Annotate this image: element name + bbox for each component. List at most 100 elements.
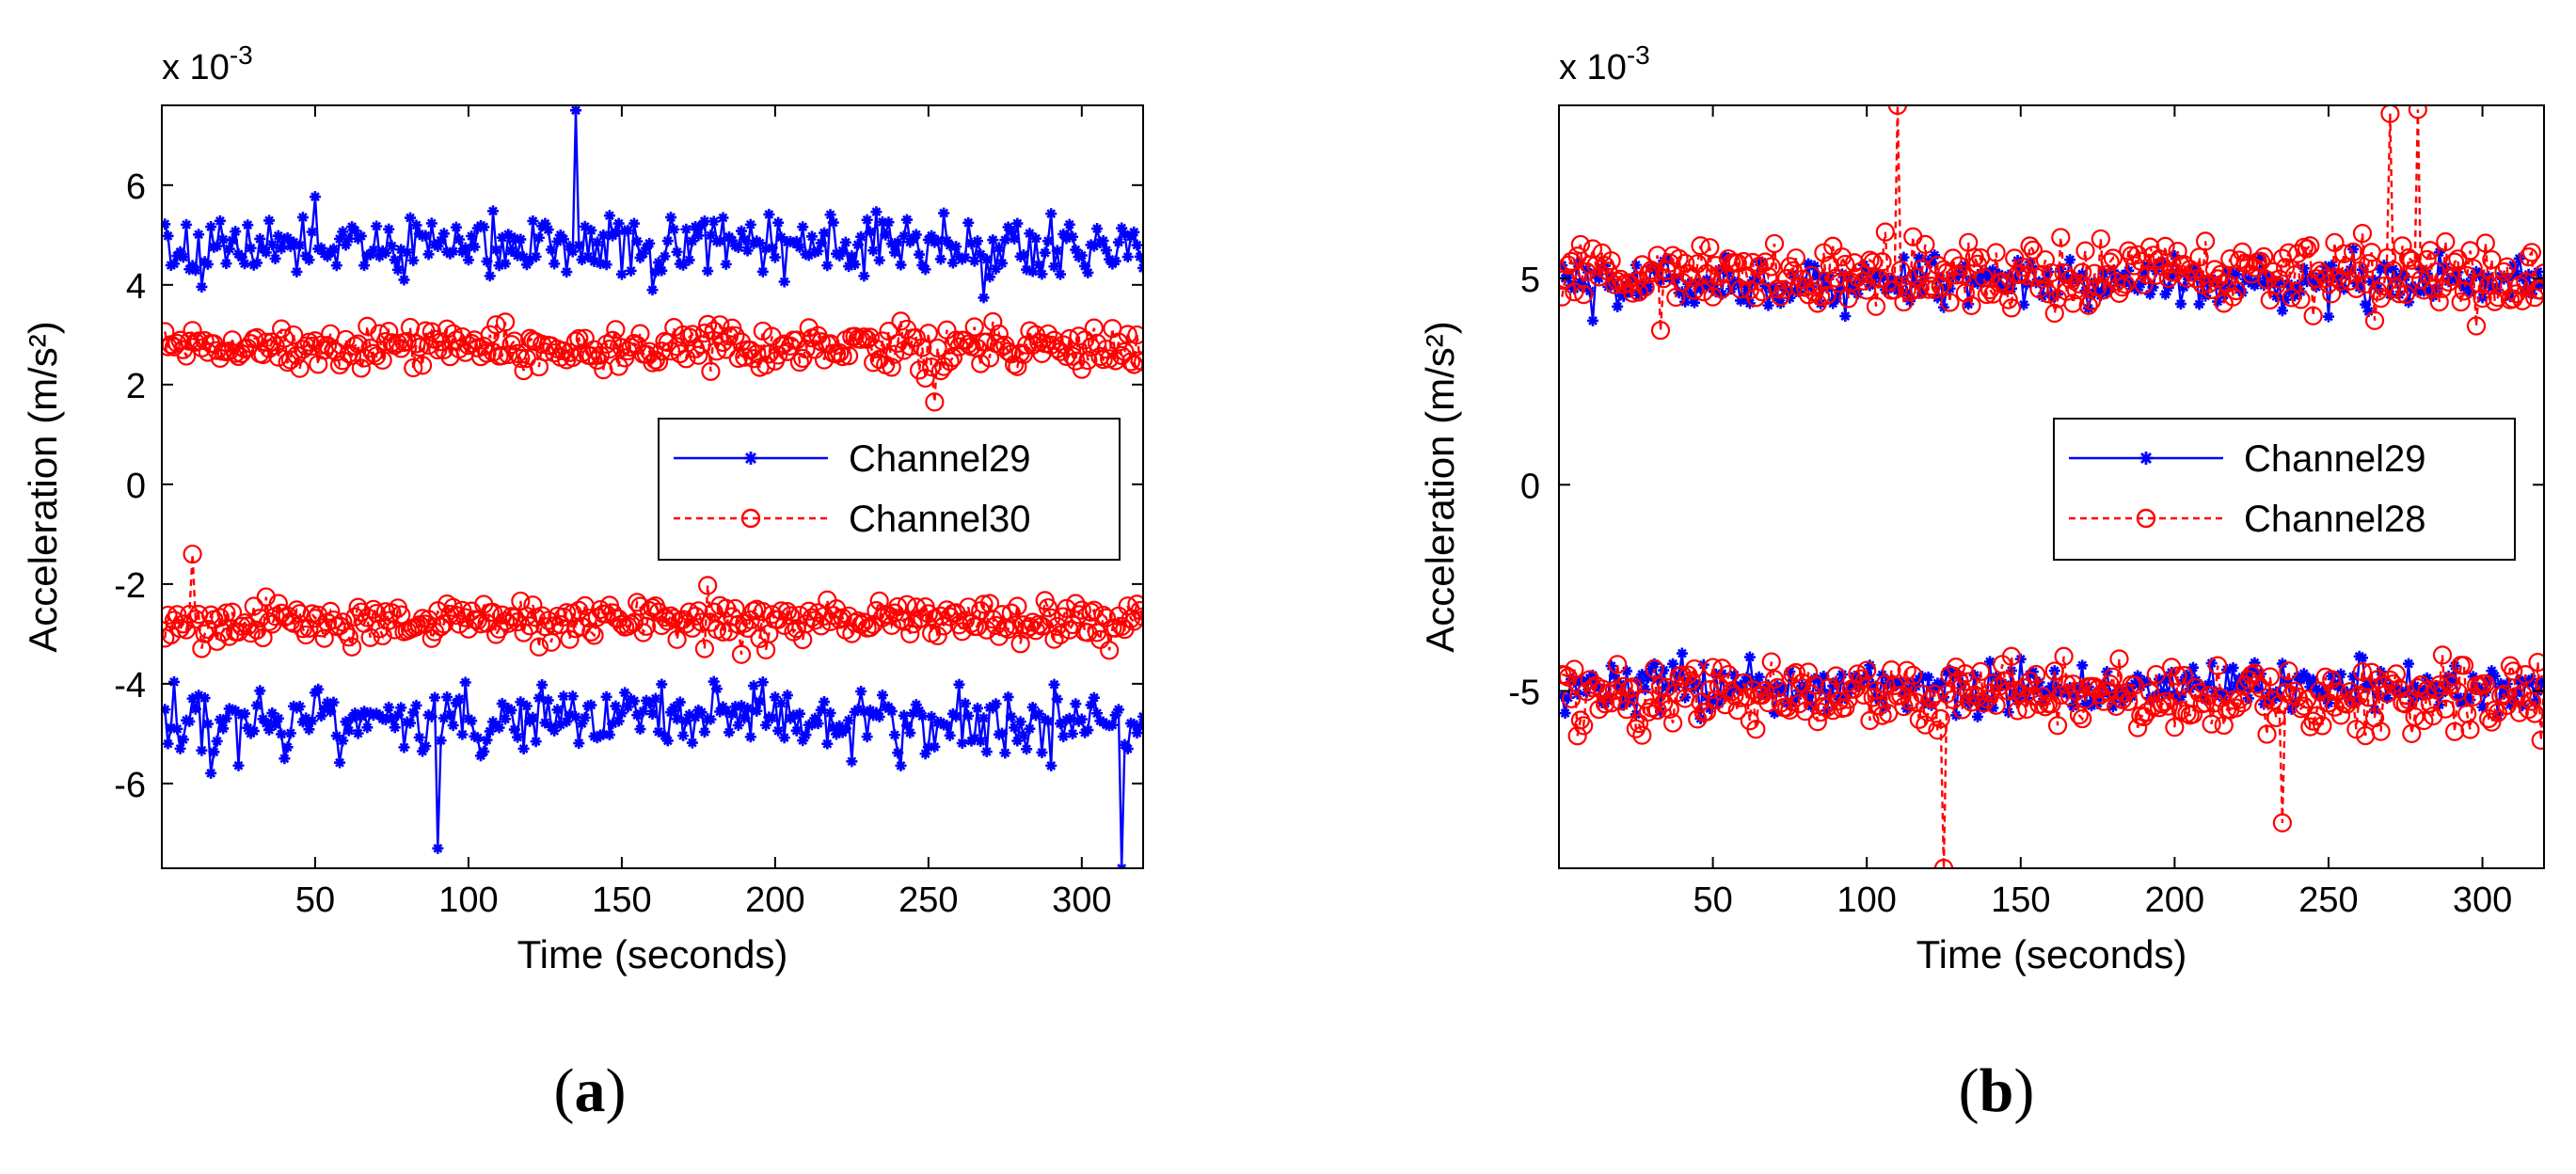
data-point: [1884, 279, 1904, 300]
data-point: [1839, 310, 1852, 323]
data-point: [500, 258, 512, 270]
data-point: [358, 706, 371, 718]
legend-box: [658, 418, 1121, 561]
data-point: [1987, 264, 1999, 277]
data-point: [671, 713, 683, 725]
data-point: [2107, 696, 2126, 716]
data-point: [1700, 238, 1720, 258]
data-point: [340, 716, 352, 728]
data-point: [276, 243, 288, 255]
data-point: [2531, 730, 2544, 750]
data-point: [2153, 256, 2172, 277]
data-point: [906, 327, 926, 348]
data-point: [410, 219, 422, 231]
data-point: [897, 595, 917, 614]
data-point: [2313, 716, 2332, 736]
data-point: [851, 704, 864, 716]
data-point: [453, 693, 466, 706]
data-point: [1873, 694, 1885, 706]
data-point: [1654, 269, 1674, 289]
data-point: [754, 695, 766, 707]
data-point: [1808, 260, 1821, 272]
data-point: [1921, 277, 1941, 296]
data-point: [272, 712, 284, 724]
data-point: [1121, 352, 1141, 372]
data-point: [760, 719, 772, 731]
data-point: [819, 696, 831, 708]
data-point: [1586, 669, 1598, 681]
data-point: [888, 246, 900, 259]
data-point: [1959, 260, 1971, 272]
data-point: [413, 731, 425, 743]
data-point: [247, 725, 260, 738]
data-point: [640, 242, 652, 254]
data-point: [2288, 290, 2300, 302]
data-point: [2242, 665, 2262, 685]
data-point: [239, 258, 251, 270]
data-point: [1657, 677, 1677, 697]
data-point: [1059, 328, 1079, 349]
data-point: [296, 212, 309, 224]
data-point: [1002, 221, 1014, 233]
data-point: [1567, 246, 1587, 266]
data-point: [334, 232, 346, 245]
data-point: [1707, 280, 1719, 293]
y-exponent-label: x 10-3: [1559, 40, 1650, 87]
data-point: [1008, 596, 1027, 616]
data-point: [2069, 274, 2090, 294]
data-point: [2076, 659, 2089, 672]
data-point: [929, 740, 941, 753]
data-point: [2233, 693, 2252, 713]
data-point: [515, 233, 527, 246]
data-point: [2395, 284, 2415, 304]
data-point: [1811, 287, 1831, 307]
data-point: [1648, 658, 1661, 670]
axes-frame: [1558, 104, 2545, 869]
data-point: [1821, 705, 1833, 717]
data-point: [168, 258, 181, 270]
data-point: [582, 250, 595, 262]
data-point: [989, 324, 1009, 344]
data-point: [300, 712, 312, 724]
data-point: [926, 230, 938, 242]
data-point: [1984, 656, 1996, 668]
data-point: [710, 315, 730, 335]
data-point: [907, 707, 919, 720]
data-point: [2501, 678, 2513, 690]
data-point: [610, 700, 622, 712]
data-point: [1691, 692, 1710, 712]
data-point: [1636, 668, 1648, 680]
data-point: [855, 230, 867, 243]
data-point: [1054, 335, 1073, 355]
data-point: [355, 348, 374, 368]
data-point: [1750, 274, 1762, 286]
data-point: [1980, 271, 1993, 283]
data-point: [646, 707, 659, 720]
data-point: [668, 702, 680, 714]
data-point: [2270, 291, 2282, 303]
data-point: [570, 711, 582, 723]
data-point: [790, 235, 803, 247]
data-point: [564, 708, 576, 721]
data-point: [2250, 251, 2271, 272]
data-point: [2134, 275, 2154, 294]
data-point: [1712, 658, 1732, 678]
data-point: [214, 714, 226, 726]
data-point: [1026, 701, 1039, 713]
data-point: [851, 329, 871, 349]
data-point: [2504, 661, 2523, 681]
data-point: [1057, 598, 1076, 618]
data-point: [796, 339, 816, 359]
data-point: [232, 759, 245, 771]
data-point: [1033, 259, 1045, 271]
data-point: [162, 230, 174, 242]
data-point: [1681, 671, 1701, 690]
data-point: [2261, 695, 2273, 707]
data-point: [1857, 280, 1877, 300]
data-point: [1042, 715, 1054, 727]
data-point: [477, 343, 497, 363]
data-point: [2054, 262, 2074, 283]
data-point: [1802, 684, 1821, 704]
data-point: [536, 679, 549, 691]
